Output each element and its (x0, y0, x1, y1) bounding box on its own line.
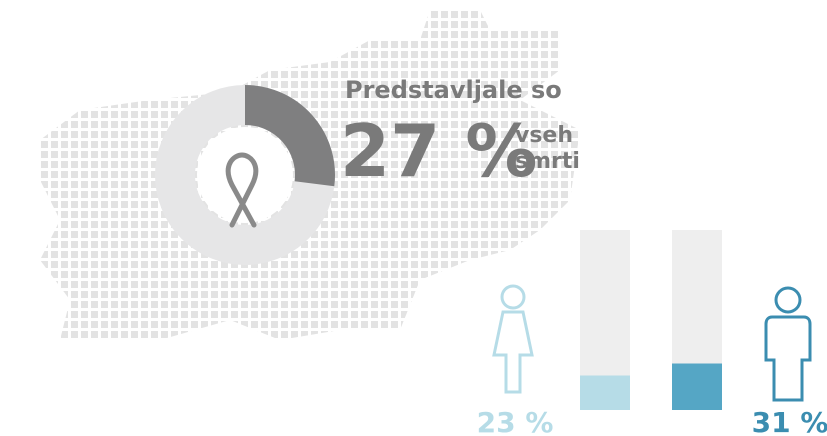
annotation: vseh (515, 123, 573, 148)
value-label: 27 % (340, 109, 537, 193)
female-icon (492, 284, 534, 394)
male-icon (764, 286, 812, 402)
bar (672, 363, 722, 410)
title: Predstavljale so (345, 76, 562, 104)
annotation: smrti (515, 149, 580, 174)
value-label: 23 % (477, 406, 554, 436)
donut-segment (244, 85, 335, 187)
donut-hole (197, 127, 293, 223)
value-label: 31 % (752, 406, 827, 436)
ribbon-icon (225, 152, 259, 228)
bar (580, 375, 630, 410)
